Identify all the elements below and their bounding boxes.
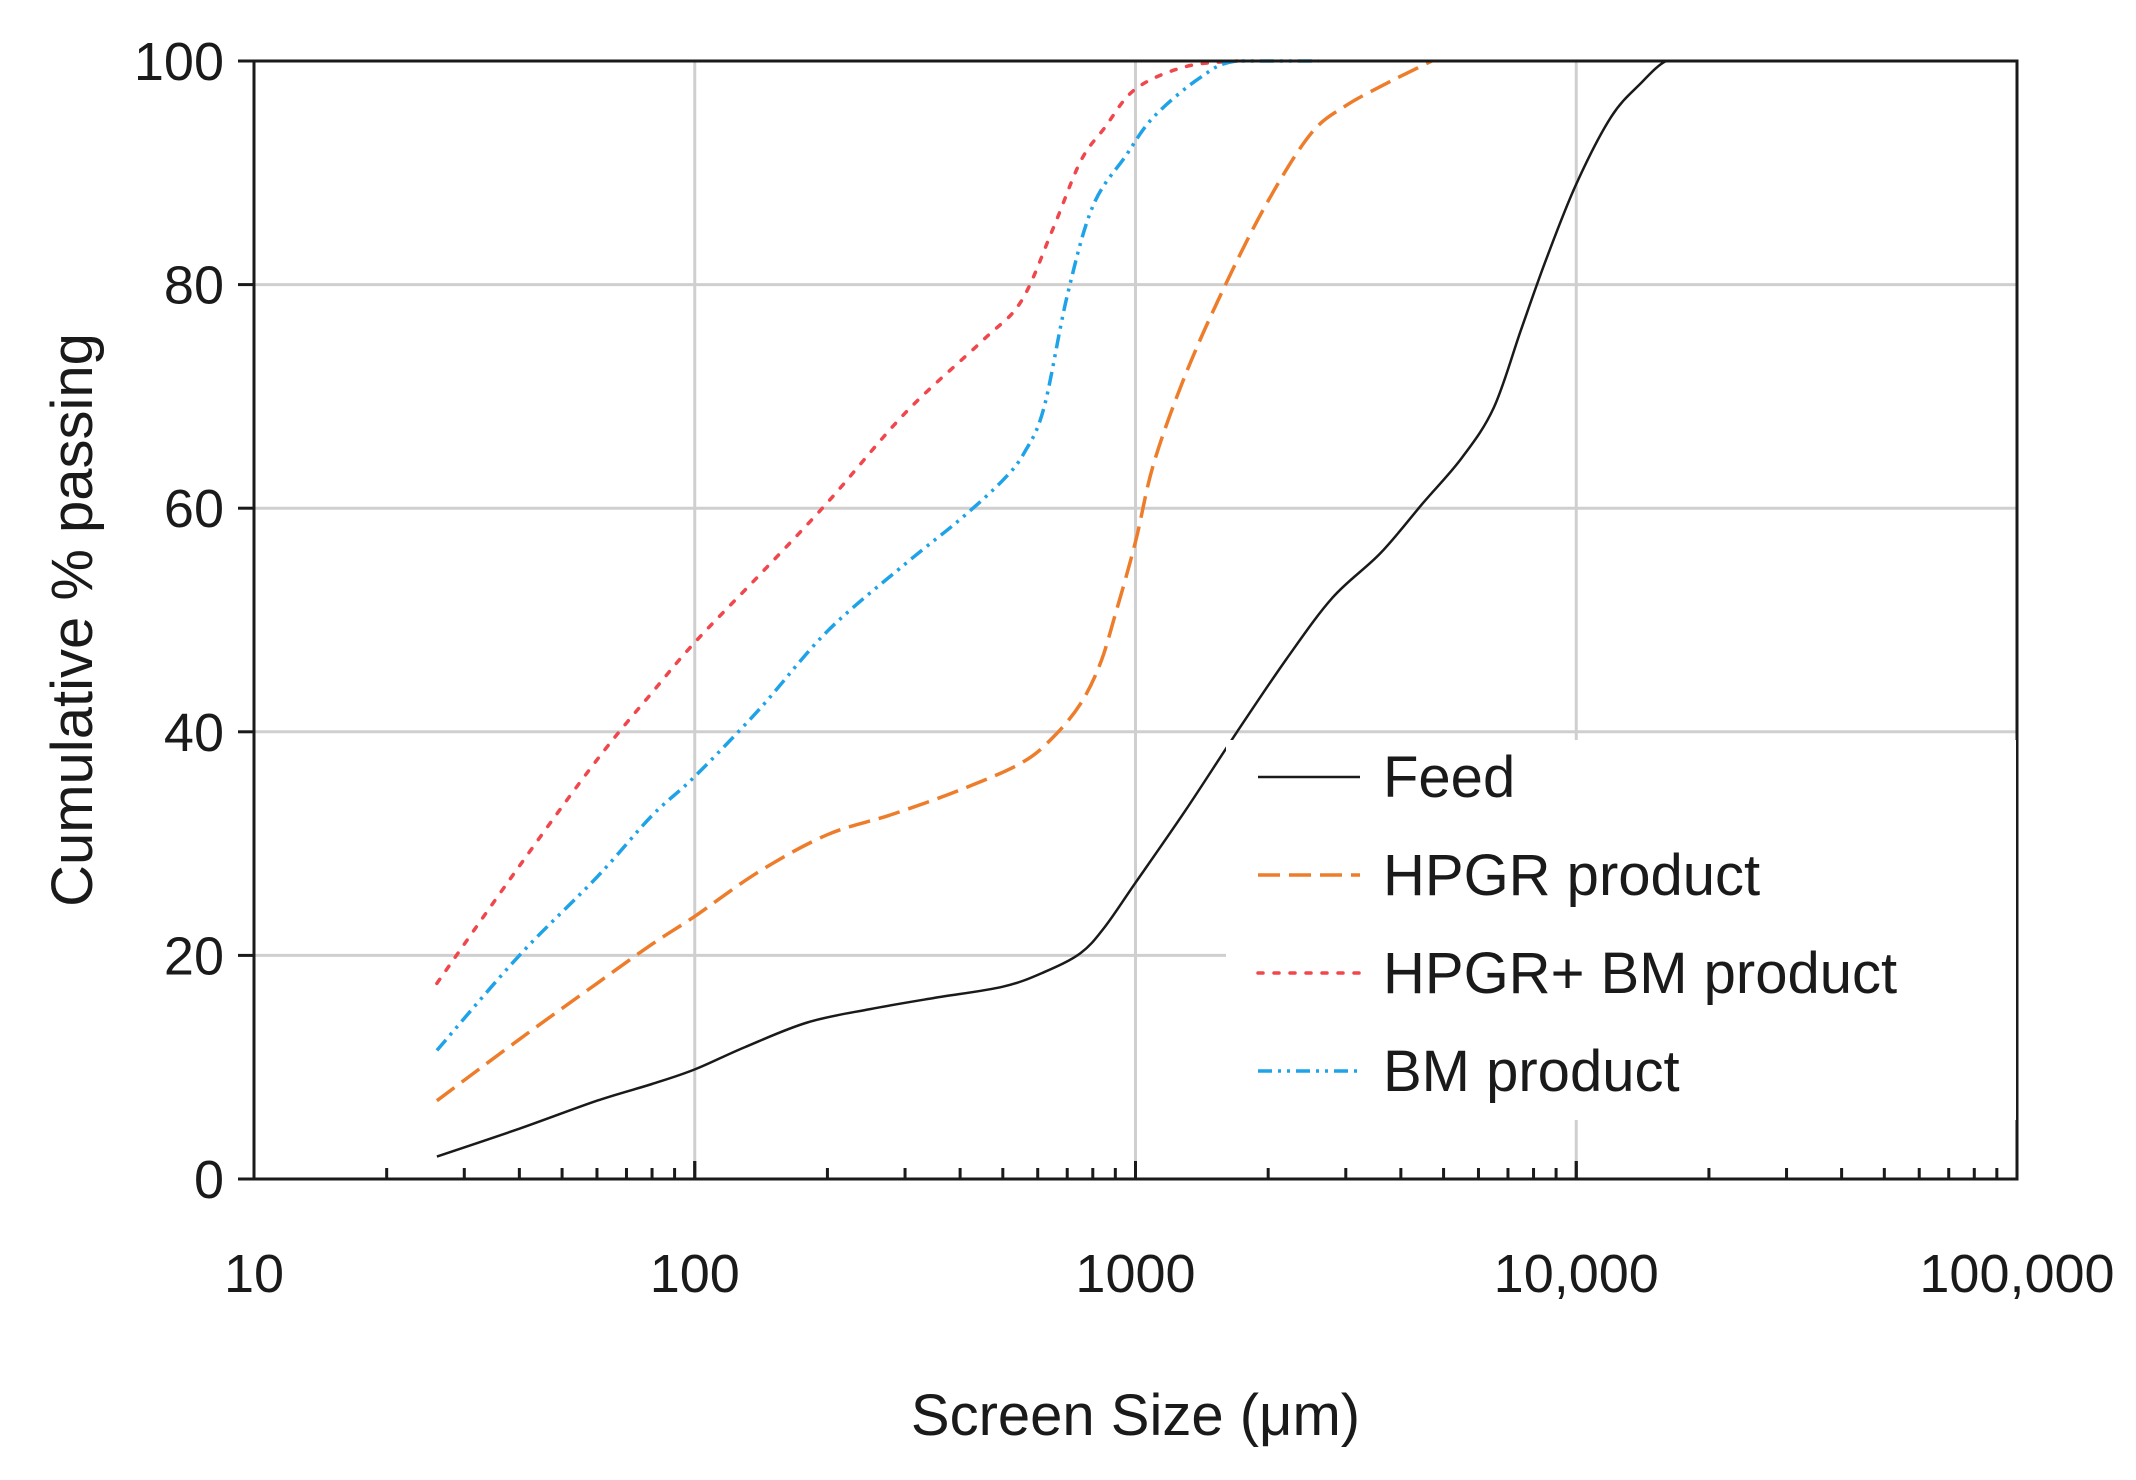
series-line-bm-product xyxy=(435,59,1319,1052)
y-tick-label: 80 xyxy=(164,256,224,316)
axes: 0 20 40 60 80 100 10 100 1000 10,000 100,000 xyxy=(134,32,2115,1304)
y-tick-label: 0 xyxy=(194,1150,224,1210)
legend-label: HPGR+ BM product xyxy=(1383,941,1897,1006)
legend-label: Feed xyxy=(1383,745,1515,810)
x-tick-label: 1000 xyxy=(1075,1244,1195,1304)
y-tick-label: 100 xyxy=(134,32,224,92)
x-tick-label: 100,000 xyxy=(1919,1244,2114,1304)
x-tick-label: 10 xyxy=(224,1244,284,1304)
y-tick-label: 60 xyxy=(164,479,224,539)
legend-background xyxy=(1226,740,2016,1120)
legend-label: BM product xyxy=(1383,1039,1680,1104)
x-tick-label: 100 xyxy=(650,1244,740,1304)
legend: Feed HPGR product HPGR+ BM product BM produ… xyxy=(1226,740,2016,1120)
y-tick-label: 40 xyxy=(164,703,224,763)
series-line-feed xyxy=(436,59,2017,1158)
x-tick-label: 10,000 xyxy=(1494,1244,1659,1304)
y-tick-label: 20 xyxy=(164,926,224,986)
series-lines xyxy=(435,59,2017,1158)
y-axis-label: Cumulative % passing xyxy=(40,333,105,907)
series-line-hpgr-product xyxy=(435,59,1433,1103)
series-line-hpgr-bm-product xyxy=(435,59,1239,986)
x-axis-label: Screen Size (μm) xyxy=(911,1383,1360,1448)
legend-label: HPGR product xyxy=(1383,843,1760,908)
